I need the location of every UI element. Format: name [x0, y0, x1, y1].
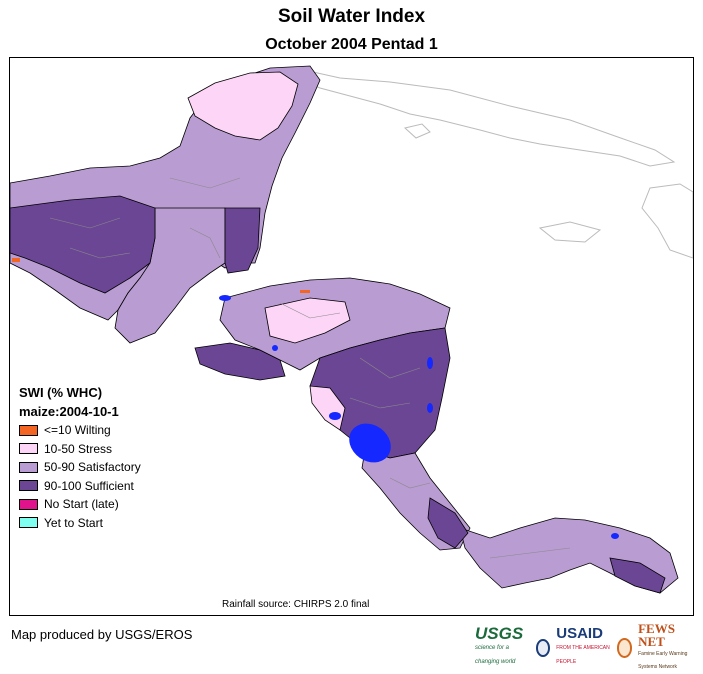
- legend-label: Yet to Start: [44, 515, 103, 530]
- legend-item-yet-to-start: Yet to Start: [19, 514, 141, 533]
- usaid-tagline: FROM THE AMERICAN PEOPLE: [556, 645, 610, 665]
- legend-item-wilting: <=10 Wilting: [19, 421, 141, 440]
- fews-net-icon: [616, 638, 633, 658]
- yucatan-stress: [187, 71, 299, 141]
- usgs-tagline: science for a changing world: [475, 645, 516, 665]
- southern-mexico-sufficient: [10, 195, 156, 294]
- usgs-logo[interactable]: USGS science for a changing world: [475, 624, 530, 669]
- legend-label: <=10 Wilting: [44, 423, 111, 438]
- legend: SWI (% WHC) maize:2004-10-1 <=10 Wilting…: [19, 383, 141, 532]
- lake-izabal: [219, 295, 231, 301]
- usaid-logo-text: USAID: [556, 625, 603, 642]
- swatch-no-start: [19, 498, 38, 510]
- legend-label: 90-100 Sufficient: [44, 478, 134, 493]
- swatch-wilting: [19, 424, 38, 436]
- legend-item-satisfactory: 50-90 Satisfactory: [19, 458, 141, 477]
- swatch-yet-to-start: [19, 517, 38, 529]
- legend-label: No Start (late): [44, 497, 119, 512]
- map-frame[interactable]: Rainfall source: CHIRPS 2.0 final: [9, 57, 694, 616]
- cuba-outline: [294, 67, 676, 167]
- legend-label: 10-50 Stress: [44, 441, 113, 456]
- caribbean-islands: [294, 67, 693, 259]
- legend-item-stress: 10-50 Stress: [19, 440, 141, 459]
- swatch-satisfactory: [19, 461, 38, 473]
- admin-boundaries: [49, 177, 571, 559]
- panama-sufficient: [609, 557, 666, 594]
- map-subtitle: October 2004 Pentad 1: [265, 36, 438, 53]
- caribbean-lagoon-2: [427, 403, 433, 413]
- caribbean-lagoon-1: [427, 357, 433, 369]
- swatch-sufficient: [19, 480, 38, 492]
- map-credit: Map produced by USGS/EROS: [11, 627, 193, 642]
- wilting-patches: [12, 258, 310, 293]
- usgs-logo-text: USGS: [475, 624, 524, 643]
- water-bodies: [219, 295, 619, 539]
- panama-lake: [611, 533, 619, 539]
- lake-nicaragua: [349, 423, 391, 463]
- hispaniola-outline: [641, 183, 693, 259]
- rainfall-source-note: Rainfall source: CHIRPS 2.0 final: [222, 599, 370, 610]
- lake-managua: [329, 412, 341, 420]
- lake-yojoa: [272, 345, 278, 351]
- legend-item-sufficient: 90-100 Sufficient: [19, 477, 141, 496]
- swatch-stress: [19, 443, 38, 455]
- usaid-seal-icon: [536, 639, 551, 657]
- land-regions: [10, 65, 679, 594]
- isle-of-youth-outline: [403, 123, 431, 139]
- honduras-stress: [264, 297, 351, 344]
- legend-subtitle: maize:2004-10-1: [19, 404, 119, 419]
- fews-net-logo[interactable]: FEWS NET Famine Early Warning Systems Ne…: [638, 622, 703, 674]
- legend-title: SWI (% WHC): [19, 385, 103, 400]
- map-title: Soil Water Index: [277, 6, 426, 27]
- guatemala-region: [114, 207, 226, 344]
- fews-net-tagline: Famine Early Warning Systems Network: [638, 651, 688, 670]
- legend-label: 50-90 Satisfactory: [44, 460, 141, 475]
- costa-rica-sufficient: [427, 497, 469, 549]
- belize-region: [224, 207, 261, 274]
- jamaica-outline: [538, 221, 602, 243]
- map-canvas[interactable]: [10, 58, 693, 615]
- partner-logos: USGS science for a changing world USAID …: [475, 622, 703, 674]
- el-salvador-region: [194, 342, 286, 381]
- fews-net-logo-text: FEWS NET: [638, 621, 675, 649]
- usaid-logo[interactable]: USAID FROM THE AMERICAN PEOPLE: [556, 625, 610, 669]
- legend-item-no-start: No Start (late): [19, 495, 141, 514]
